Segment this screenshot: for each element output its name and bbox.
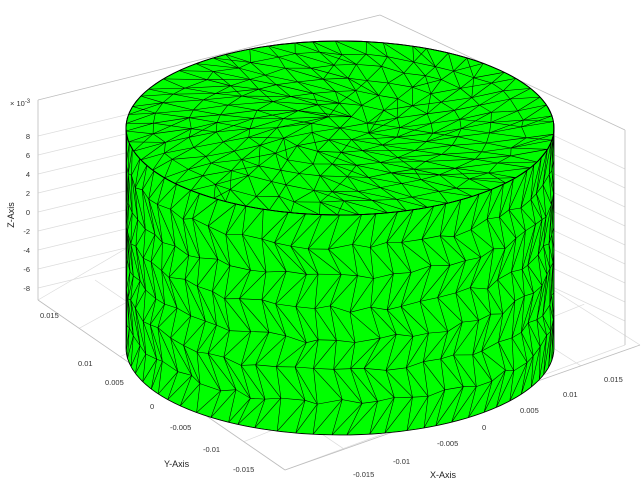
z-exponent: × 10-3 (10, 99, 31, 108)
z-tick: -4 (23, 246, 30, 255)
z-tick: -8 (23, 284, 30, 293)
z-tick: 8 (26, 132, 30, 141)
x-tick: -0.01 (393, 457, 410, 466)
cylinder-mesh[interactable] (125, 40, 555, 436)
y-tick: -0.01 (203, 445, 220, 454)
x-tick: 0.01 (563, 390, 578, 399)
z-tick: -6 (23, 265, 30, 274)
x-axis: -0.015 -0.01 -0.005 0 0.005 0.01 0.015 X… (353, 375, 623, 480)
y-tick: 0.005 (105, 378, 124, 387)
y-tick: 0 (150, 402, 154, 411)
y-tick: 0.015 (40, 311, 59, 320)
x-axis-label: X-Axis (430, 470, 457, 480)
y-tick: -0.005 (170, 423, 191, 432)
x-tick: -0.015 (353, 470, 374, 479)
z-axis-label: Z-Axis (6, 202, 16, 228)
x-tick: 0 (482, 423, 486, 432)
z-tick: 6 (26, 151, 30, 160)
y-axis-label: Y-Axis (164, 459, 190, 469)
top-rim (125, 40, 555, 216)
z-tick: 0 (26, 208, 30, 217)
y-axis: 0.015 0.01 0.005 0 -0.005 -0.01 -0.015 Y… (40, 311, 254, 474)
x-tick: 0.005 (520, 406, 539, 415)
z-tick: -2 (23, 227, 30, 236)
z-axis: × 10-3 8 6 4 2 0 -2 -4 -6 -8 Z-Axis (6, 99, 31, 293)
x-tick: 0.015 (604, 375, 623, 384)
x-tick: -0.005 (437, 439, 458, 448)
y-tick: -0.015 (233, 465, 254, 474)
z-tick: 4 (26, 170, 30, 179)
side-triangulation (126, 128, 554, 435)
z-tick: 2 (26, 189, 30, 198)
y-tick: 0.01 (78, 359, 93, 368)
